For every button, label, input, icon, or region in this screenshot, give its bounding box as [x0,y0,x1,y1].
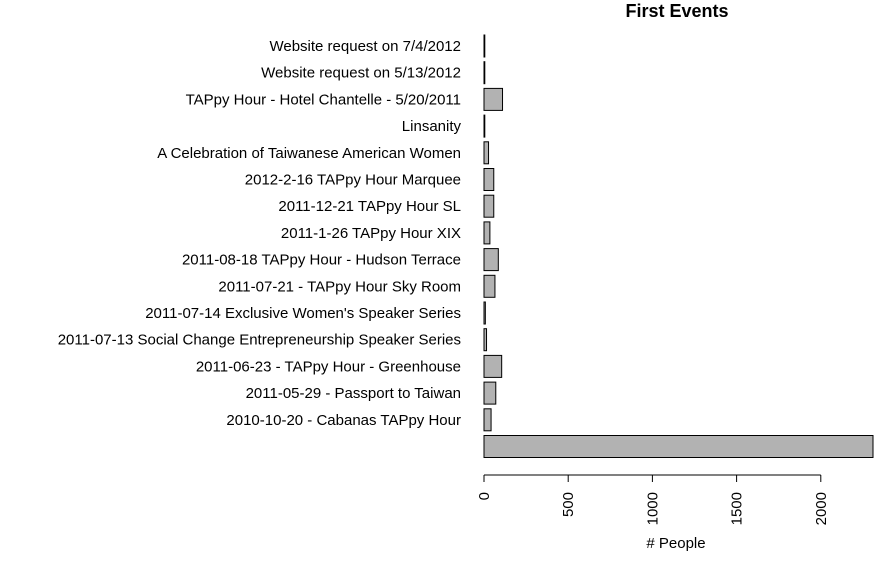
bar-7 [483,221,491,245]
bar-14 [483,408,492,432]
category-label-3: Linsanity [402,118,462,135]
bar-10 [483,301,486,325]
x-tick-label-1: 500 [560,492,577,517]
bar-0 [483,34,486,58]
bars-group [483,34,874,458]
category-label-9: 2011-07-21 - TAPpy Hour Sky Room [218,278,461,295]
category-label-5: 2012-2-16 TAPpy Hour Marquee [245,172,461,189]
category-label-10: 2011-07-14 Exclusive Women's Speaker Ser… [145,305,461,322]
x-tick-label-0: 0 [476,492,493,500]
bar-1 [483,61,486,85]
chart-title: First Events [625,1,728,21]
category-label-1: Website request on 5/13/2012 [261,65,461,82]
bar-15 [483,435,874,458]
category-label-12: 2011-06-23 - TAPpy Hour - Greenhouse [196,358,461,375]
bar-5 [483,168,495,191]
bar-8 [483,248,499,272]
x-tick-label-4: 2000 [813,492,830,525]
category-label-4: A Celebration of Taiwanese American Wome… [157,145,461,162]
category-label-0: Website request on 7/4/2012 [269,38,461,55]
category-label-6: 2011-12-21 TAPpy Hour SL [278,198,461,215]
category-label-7: 2011-1-26 TAPpy Hour XIX [281,225,461,242]
bar-13 [483,381,497,405]
x-tick-label-2: 1000 [644,492,661,525]
bar-3 [483,114,486,138]
bar-4 [483,141,490,165]
bar-6 [483,194,495,218]
category-label-2: TAPpy Hour - Hotel Chantelle - 5/20/2011 [186,91,461,108]
bar-9 [483,274,496,298]
bar-2 [483,87,504,111]
category-labels: Website request on 7/4/2012 Website reque… [58,38,462,429]
bar-11 [483,328,488,352]
x-axis-title: # People [646,535,705,552]
x-axis: 0 500 1000 1500 2000 [476,474,830,525]
category-label-11: 2011-07-13 Social Change Entrepreneurshi… [58,332,461,349]
x-tick-label-3: 1500 [729,492,746,525]
category-label-13: 2011-05-29 - Passport to Taiwan [246,385,461,402]
bar-12 [483,354,503,378]
category-label-8: 2011-08-18 TAPpy Hour - Hudson Terrace [182,252,461,269]
category-label-14: 2010-10-20 - Cabanas TAPpy Hour [226,412,461,429]
